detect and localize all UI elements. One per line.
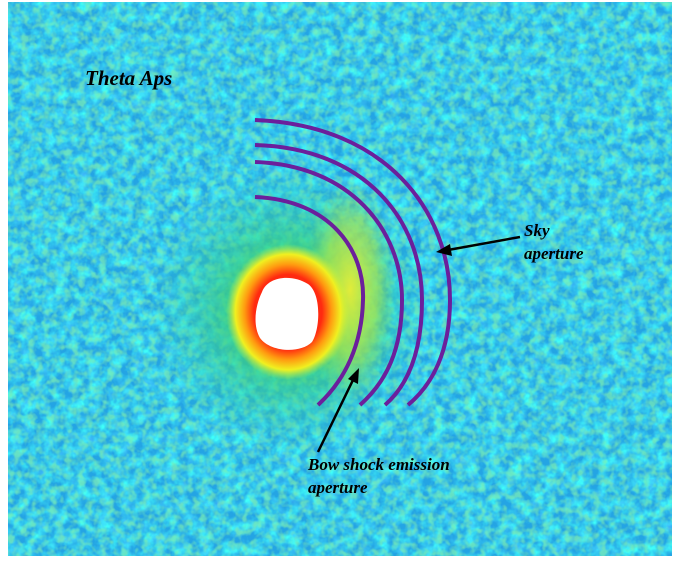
bow-aperture: [254, 195, 366, 407]
sky-arrowhead: [436, 244, 452, 256]
bow-arrow: [316, 379, 355, 453]
star-core: [255, 277, 319, 350]
sky-label: Sky: [524, 221, 550, 240]
sky-aperture-ring: [254, 143, 425, 407]
bow-label: Bow shock emission: [307, 455, 450, 474]
sky-aperture-ring: [254, 160, 405, 407]
sky-aperture-ring: [254, 118, 453, 407]
bow-label: aperture: [308, 478, 368, 497]
sky-arrow: [447, 235, 521, 252]
apertures: [254, 118, 453, 407]
bow-arrowhead: [348, 368, 359, 384]
arrows: [316, 235, 521, 453]
sky-label: aperture: [524, 244, 584, 263]
title: Theta Aps: [85, 66, 172, 90]
